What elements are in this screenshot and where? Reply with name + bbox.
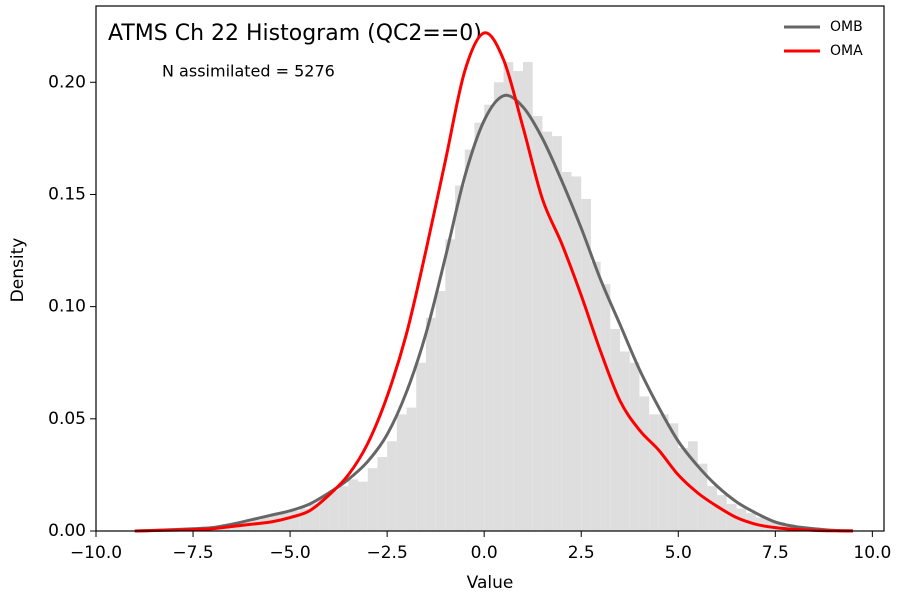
histogram-bar bbox=[435, 290, 446, 531]
chart-title: ATMS Ch 22 Histogram (QC2==0) bbox=[108, 21, 482, 46]
histogram-bar bbox=[387, 441, 397, 531]
histogram-bar bbox=[406, 407, 417, 531]
y-tick-label: 0.00 bbox=[48, 521, 86, 541]
histogram-bar bbox=[455, 185, 465, 531]
histogram-bar bbox=[542, 131, 553, 531]
histogram-bar bbox=[425, 317, 436, 531]
x-tick-label: −10.0 bbox=[70, 543, 122, 563]
histogram-bar bbox=[377, 456, 388, 531]
histogram-bar bbox=[600, 284, 611, 531]
x-tick-label: 10.0 bbox=[853, 543, 891, 563]
y-tick-label: 0.20 bbox=[48, 72, 86, 92]
histogram-bar bbox=[649, 414, 659, 531]
histogram-bar bbox=[416, 362, 426, 531]
histogram-bar bbox=[251, 519, 261, 531]
histogram-bar bbox=[639, 396, 650, 531]
y-axis-label: Density bbox=[8, 238, 28, 303]
histogram-bar bbox=[561, 172, 572, 531]
x-tick-label: 5.0 bbox=[665, 543, 692, 563]
x-tick-label: 0.0 bbox=[471, 543, 498, 563]
histogram-bar bbox=[231, 524, 242, 531]
annotation: N assimilated = 5276 bbox=[162, 62, 335, 81]
histogram-bar bbox=[610, 329, 621, 531]
y-tick-label: 0.15 bbox=[48, 184, 86, 204]
histogram-bar bbox=[445, 239, 456, 532]
histogram-bar bbox=[532, 115, 543, 531]
histogram-bar bbox=[581, 198, 591, 531]
histogram-bar bbox=[290, 510, 300, 531]
histogram-bar bbox=[464, 149, 475, 532]
legend-label: OMA bbox=[830, 43, 863, 59]
kde-line bbox=[134, 31, 853, 533]
histogram-bar bbox=[299, 508, 310, 531]
histogram-bar bbox=[348, 479, 359, 531]
legend-label: OMB bbox=[830, 19, 863, 35]
histogram-bar bbox=[775, 522, 786, 531]
histogram-bar bbox=[280, 513, 291, 531]
histogram-bar bbox=[328, 490, 339, 531]
histogram-bar bbox=[319, 497, 329, 531]
x-axis-label: Value bbox=[467, 573, 514, 593]
x-tick-label: −7.5 bbox=[172, 543, 213, 563]
histogram-bar bbox=[309, 504, 320, 531]
histogram-bar bbox=[358, 481, 368, 531]
histogram-bar bbox=[474, 122, 485, 532]
histogram-bar bbox=[717, 495, 727, 531]
histogram-bar bbox=[241, 522, 252, 531]
histogram-bar bbox=[590, 261, 601, 531]
histogram-bar bbox=[552, 136, 562, 531]
histogram-bar bbox=[620, 351, 630, 531]
histogram-bar bbox=[726, 504, 737, 531]
histogram-bar bbox=[484, 104, 494, 531]
histogram-bar bbox=[522, 62, 533, 531]
histogram-bar bbox=[513, 71, 523, 532]
histogram-bar bbox=[658, 414, 669, 531]
kde-line bbox=[134, 93, 853, 533]
y-tick-label: 0.10 bbox=[48, 297, 86, 317]
x-tick-label: −2.5 bbox=[366, 543, 407, 563]
histogram-bar bbox=[270, 515, 281, 531]
histogram-bar bbox=[367, 468, 378, 531]
histogram-bar bbox=[629, 362, 640, 531]
x-tick-label: 2.5 bbox=[568, 543, 595, 563]
histogram-bar bbox=[260, 517, 271, 531]
y-tick-label: 0.05 bbox=[48, 409, 86, 429]
x-tick-label: −5.0 bbox=[269, 543, 310, 563]
histogram-bar bbox=[668, 423, 679, 531]
x-tick-label: 7.5 bbox=[762, 543, 789, 563]
histogram-bar bbox=[765, 519, 776, 531]
histogram-bar bbox=[571, 176, 582, 531]
histogram-bar bbox=[493, 82, 504, 532]
histogram-bar bbox=[687, 441, 698, 531]
histogram-bar bbox=[338, 486, 349, 531]
histogram-bar bbox=[678, 447, 688, 531]
histogram-bar bbox=[707, 486, 718, 531]
plot-frame bbox=[95, 5, 885, 532]
histogram-bar bbox=[396, 414, 407, 531]
histogram-bar bbox=[503, 62, 514, 531]
